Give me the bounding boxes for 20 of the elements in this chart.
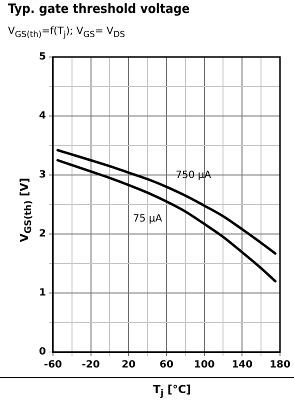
- series-label: 75 µA: [133, 213, 162, 224]
- y-tick-label: 4: [38, 110, 46, 122]
- x-axis-title: T$_{j}$ [°C]: [152, 383, 192, 400]
- line-series: [56, 159, 277, 282]
- line-series: [56, 148, 277, 255]
- chart-title: Typ. gate threshold voltage: [8, 2, 190, 17]
- x-tick-label: 140: [232, 360, 253, 371]
- y-tick-label: 2: [38, 228, 46, 240]
- series-label: 750 µA: [176, 170, 212, 182]
- x-tick-label: 100: [194, 360, 215, 371]
- x-tick-label: 180: [270, 360, 290, 371]
- y-tick-label: 5: [38, 52, 46, 63]
- y-tick-label: 1: [38, 288, 46, 299]
- x-tick-label: -20: [82, 360, 100, 371]
- y-tick-label: 3: [38, 170, 46, 181]
- y-tick-label: 0: [38, 346, 46, 358]
- x-tick-label: 20: [122, 360, 136, 371]
- x-tick-label: -60: [44, 360, 62, 371]
- x-tick-label: 60: [160, 360, 174, 371]
- chart-subtitle: V$_{GS(th)}$=f(T$_{j}$); V$_{GS}$= V$_{DS}$: [8, 26, 126, 39]
